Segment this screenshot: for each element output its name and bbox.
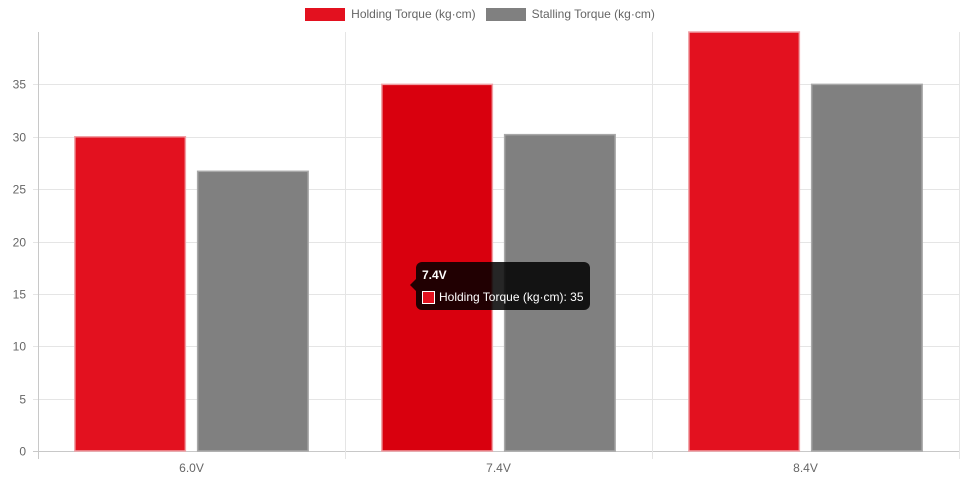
y-tick-label: 25: [13, 183, 27, 197]
bar-stalling-8-4V: [810, 83, 923, 452]
y-tick-label: 20: [13, 236, 27, 250]
tooltip-swatch: [422, 290, 435, 304]
y-tick-label: 35: [13, 78, 27, 92]
tooltip-label: Holding Torque (kg·cm): 35: [439, 290, 584, 304]
chart-legend: Holding Torque (kg·cm) Stalling Torque (…: [0, 7, 960, 21]
legend-swatch-stalling: [485, 7, 526, 21]
bar-holding-6-0V: [74, 136, 187, 452]
tooltip-row: Holding Torque (kg·cm): 35: [422, 290, 584, 304]
legend-swatch-holding: [305, 7, 346, 21]
x-tick-label: 7.4V: [486, 461, 511, 475]
y-tick-label: 15: [13, 288, 27, 302]
tooltip-arrow: [410, 279, 416, 291]
chart-tooltip: 7.4V Holding Torque (kg·cm): 35: [410, 262, 590, 310]
x-tick-label: 8.4V: [793, 461, 818, 475]
y-tick-label: 10: [13, 340, 27, 354]
legend-label-holding: Holding Torque (kg·cm): [351, 7, 476, 21]
x-tick-label: 6.0V: [179, 461, 204, 475]
tooltip-title: 7.4V: [422, 268, 447, 282]
y-tick-label: 30: [13, 131, 27, 145]
bar-holding-8-4V: [688, 31, 801, 452]
bar-stalling-6-0V: [196, 170, 309, 452]
y-tick-label: 5: [19, 393, 26, 407]
legend-item-stalling-torque[interactable]: Stalling Torque (kg·cm): [485, 7, 655, 21]
y-tick-label: 0: [19, 445, 26, 459]
axes: 0 5 10 15 20 25 30 35 6.0V 7.4V 8.4V: [13, 78, 818, 476]
legend-label-stalling: Stalling Torque (kg·cm): [531, 7, 655, 21]
legend-item-holding-torque[interactable]: Holding Torque (kg·cm): [305, 7, 476, 21]
bars: [74, 31, 923, 452]
